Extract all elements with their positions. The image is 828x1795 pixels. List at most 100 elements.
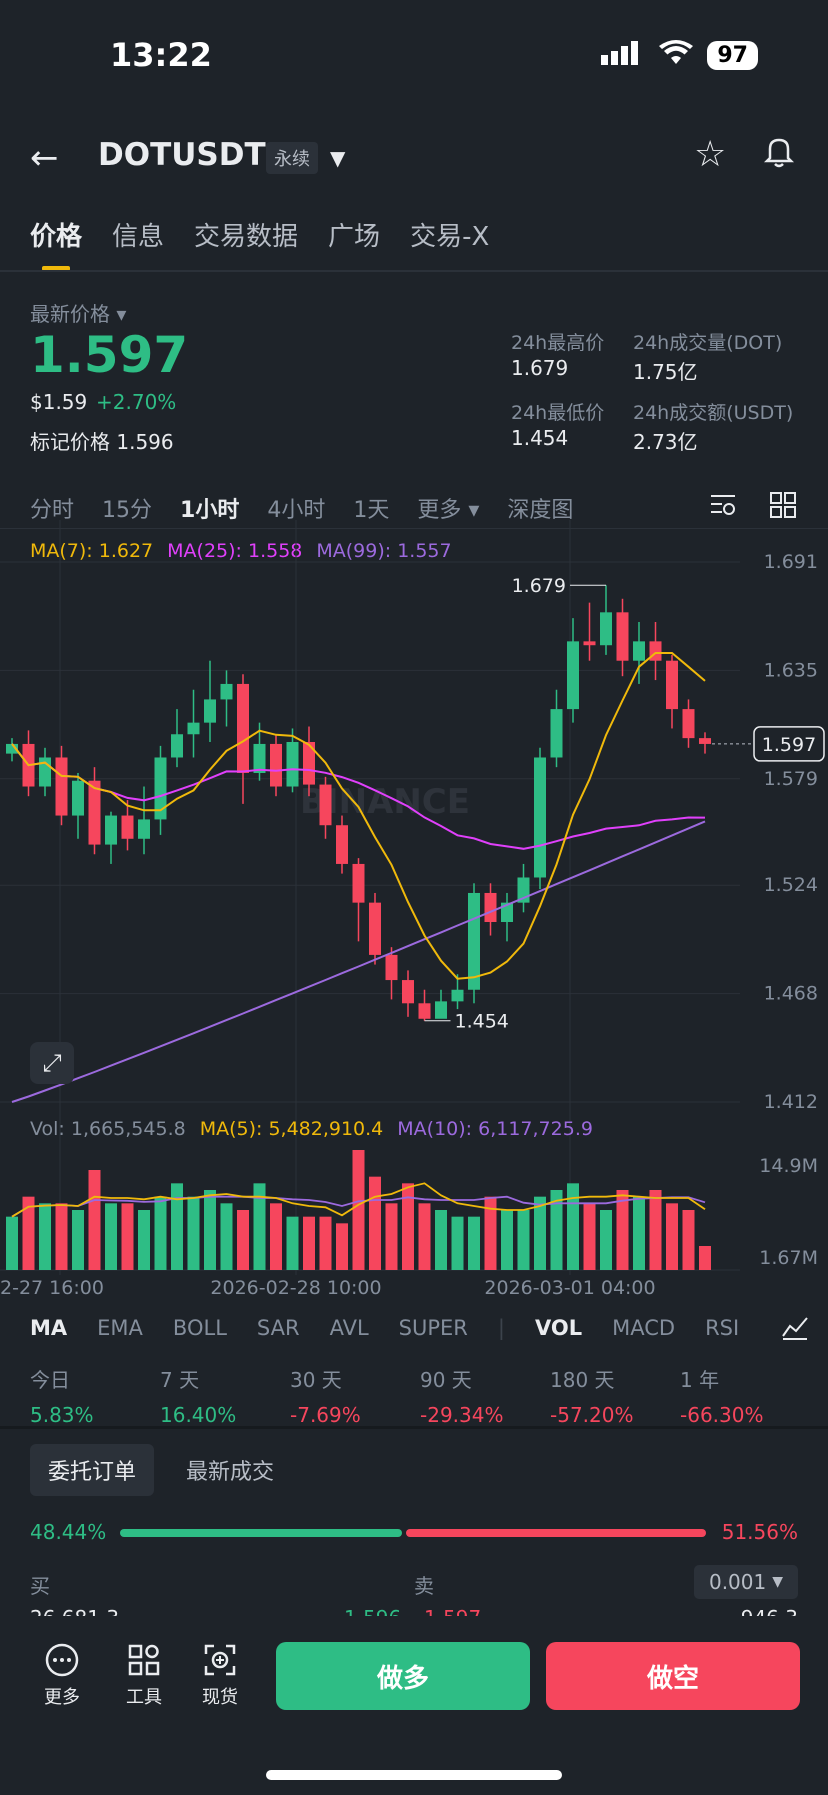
ind-vol[interactable]: VOL (534, 1316, 583, 1340)
signal-icon (601, 41, 645, 69)
volume-axis-label: 1.67M (759, 1247, 818, 1269)
candlestick-chart[interactable]: 1.6911.6351.5791.5241.4681.412BINANCE1.6… (0, 520, 828, 1300)
candle-body (682, 709, 695, 739)
sell-percentage: 51.56% (721, 1520, 798, 1544)
volume-bar (567, 1183, 579, 1270)
spot-label: 现货 (202, 1687, 238, 1708)
volume-value: Vol: 1,665,545.8 (30, 1118, 186, 1140)
volume-axis-label: 14.9M (759, 1155, 818, 1177)
ind-macd[interactable]: MACD (612, 1316, 676, 1340)
layout-grid-icon[interactable] (768, 490, 798, 524)
interval-1h[interactable]: 1小时 (180, 498, 240, 523)
main-tabs: 价格 信息 交易数据 广场 交易-X (30, 216, 489, 253)
tab-recent-trades[interactable]: 最新成交 (186, 1460, 275, 1485)
volume-bar (121, 1203, 134, 1270)
price-axis-label: 1.579 (764, 768, 818, 790)
volume-bar (402, 1183, 414, 1270)
volume-bar (385, 1203, 398, 1270)
precision-select[interactable]: 0.001 ▼ (694, 1565, 798, 1599)
interval-4h[interactable]: 4小时 (267, 498, 326, 523)
price-change: +2.70% (96, 390, 177, 414)
tab-open-orders[interactable]: 委托订单 (30, 1444, 155, 1496)
favorite-star-icon[interactable]: ☆ (694, 134, 727, 175)
perf-180d: 180 天 -57.20% (550, 1368, 634, 1427)
interval-15m[interactable]: 15分 (102, 498, 153, 523)
ind-ema[interactable]: EMA (97, 1316, 143, 1340)
divider (0, 270, 828, 272)
chart-settings-icon[interactable] (708, 490, 738, 524)
candle-body (55, 757, 68, 816)
indicator-chart-icon[interactable] (780, 1312, 810, 1346)
latest-price-label[interactable]: 最新价格 ▾ (30, 302, 127, 326)
long-button[interactable]: 做多 (276, 1642, 530, 1710)
ind-boll[interactable]: BOLL (172, 1316, 227, 1340)
volume-bar (352, 1150, 365, 1270)
high-label: 24h最高价 (511, 332, 605, 354)
perf-30d: 30 天 -7.69% (290, 1368, 361, 1427)
ind-separator: | (497, 1316, 505, 1340)
tools-button[interactable]: 工具 (126, 1642, 162, 1709)
volume-bar (468, 1216, 480, 1270)
tab-trading-data[interactable]: 交易数据 (194, 222, 299, 252)
status-time: 13:22 (110, 36, 212, 74)
price-axis-label: 1.691 (764, 551, 818, 573)
spot-button[interactable]: 现货 (202, 1642, 238, 1709)
volume-bar (171, 1183, 183, 1270)
usd-price: $1.59 (30, 390, 88, 414)
volume-value: 1.75亿 (633, 360, 698, 384)
low-marker-label: 1.454 (455, 1011, 509, 1033)
interval-1d[interactable]: 1天 (353, 498, 390, 523)
candle-body (451, 989, 464, 1002)
tab-info[interactable]: 信息 (112, 222, 165, 252)
sell-ratio-bar (406, 1529, 706, 1537)
candle-body (286, 742, 299, 787)
volume-bar (204, 1190, 216, 1270)
volume-bar (55, 1203, 68, 1270)
more-button[interactable]: 更多 (44, 1642, 80, 1709)
volume-bar (6, 1216, 18, 1270)
vol-ma10-line (11, 1195, 706, 1218)
tab-active-indicator (42, 266, 70, 271)
buy-ratio-bar (120, 1529, 402, 1537)
volume-bar (633, 1196, 645, 1270)
tab-price[interactable]: 价格 (30, 222, 83, 252)
ind-avl[interactable]: AVL (329, 1316, 369, 1340)
back-arrow-icon[interactable]: ← (30, 138, 59, 178)
symbol-dropdown-caret-icon[interactable]: ▼ (330, 146, 346, 170)
symbol-title[interactable]: DOTUSDT (98, 137, 266, 173)
tab-trade-x[interactable]: 交易-X (410, 222, 490, 252)
volume-bar (319, 1216, 332, 1270)
interval-line[interactable]: 分时 (30, 498, 75, 523)
volume-bar (649, 1190, 662, 1270)
volume-bar (583, 1203, 596, 1270)
volume-bar (138, 1210, 150, 1270)
tools-grid-icon (126, 1642, 162, 1683)
ind-ma[interactable]: MA (30, 1316, 68, 1340)
volume-bar (666, 1203, 678, 1270)
fullscreen-expand-icon[interactable]: ⤢ (30, 1042, 74, 1084)
volume-bar (187, 1196, 200, 1270)
ind-rsi[interactable]: RSI (705, 1316, 740, 1340)
high-value: 1.679 (511, 356, 569, 380)
candle-body (319, 784, 332, 826)
alert-bell-icon[interactable] (762, 134, 796, 176)
home-indicator (266, 1770, 562, 1780)
perf-today: 今日 5.83% (30, 1368, 94, 1427)
time-axis-label: 2-27 16:00 (0, 1277, 104, 1299)
tab-square[interactable]: 广场 (328, 222, 381, 252)
short-button[interactable]: 做空 (546, 1642, 800, 1710)
ma7-line (11, 652, 706, 980)
contract-badge: 永续 (266, 142, 318, 174)
ind-sar[interactable]: SAR (256, 1316, 300, 1340)
candle-body (6, 743, 18, 754)
volume-bar (303, 1216, 315, 1270)
perf-7d: 7 天 16.40% (160, 1368, 237, 1427)
price-axis-label: 1.412 (764, 1091, 818, 1113)
price-axis-label: 1.635 (764, 659, 818, 681)
volume-bar (39, 1203, 51, 1270)
volume-bar (105, 1203, 117, 1270)
wifi-icon (659, 40, 694, 70)
depth-chart-tab[interactable]: 深度图 (507, 498, 574, 523)
interval-more[interactable]: 更多 ▾ (417, 498, 480, 523)
ind-super[interactable]: SUPER (398, 1316, 468, 1340)
